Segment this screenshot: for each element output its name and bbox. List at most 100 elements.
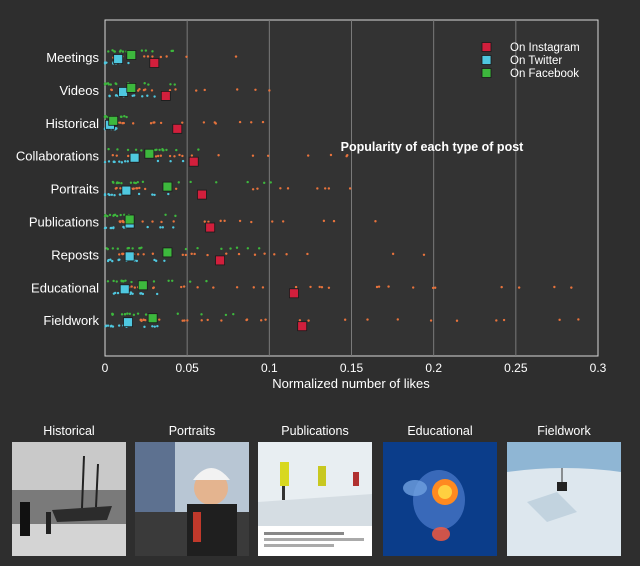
post-dot bbox=[273, 253, 276, 256]
post-dot bbox=[118, 258, 121, 261]
post-dot bbox=[109, 83, 112, 86]
post-dot bbox=[167, 279, 170, 282]
post-dot bbox=[147, 83, 150, 86]
mean-marker bbox=[162, 181, 173, 192]
post-dot bbox=[126, 160, 130, 163]
post-dot bbox=[119, 213, 122, 217]
post-dot bbox=[136, 89, 140, 92]
post-dot bbox=[263, 252, 266, 255]
post-dot bbox=[348, 187, 352, 190]
post-dot bbox=[141, 95, 144, 98]
post-dot bbox=[121, 122, 124, 125]
post-dot bbox=[123, 160, 127, 163]
post-dot bbox=[107, 147, 110, 151]
post-dot bbox=[118, 121, 122, 124]
post-dot bbox=[202, 121, 206, 124]
post-dot bbox=[151, 325, 154, 328]
post-dot bbox=[128, 312, 132, 316]
post-dot bbox=[141, 220, 144, 223]
post-dot bbox=[232, 312, 235, 316]
legend-swatch bbox=[481, 68, 492, 78]
gallery-caption: Historical bbox=[43, 424, 95, 438]
post-dot bbox=[186, 319, 189, 322]
post-dot bbox=[251, 154, 255, 157]
post-dot bbox=[134, 148, 138, 151]
post-dot bbox=[212, 286, 215, 289]
post-dot bbox=[120, 181, 123, 185]
post-dot bbox=[122, 280, 125, 283]
post-dot bbox=[159, 226, 162, 229]
post-dot bbox=[119, 220, 122, 224]
post-dot bbox=[183, 319, 186, 322]
post-dot bbox=[103, 193, 107, 197]
legend-swatch bbox=[481, 55, 492, 65]
post-dot bbox=[229, 247, 232, 250]
mean-marker bbox=[108, 115, 119, 126]
post-dot bbox=[142, 253, 145, 256]
post-dot bbox=[159, 154, 163, 157]
post-dot bbox=[250, 121, 253, 124]
post-dot bbox=[106, 247, 109, 251]
post-dot bbox=[169, 83, 172, 86]
post-dot bbox=[259, 319, 263, 322]
post-dot bbox=[111, 313, 115, 316]
post-dot bbox=[396, 318, 399, 321]
chart-title: Popularity of each type of post bbox=[341, 140, 524, 154]
post-dot bbox=[107, 160, 111, 163]
publication-tweet-photo bbox=[258, 442, 372, 556]
post-dot bbox=[375, 285, 379, 289]
post-dot bbox=[197, 148, 200, 151]
post-dot bbox=[103, 83, 107, 86]
post-dot bbox=[238, 219, 242, 223]
category-label: Meetings bbox=[46, 50, 99, 65]
post-dot bbox=[115, 280, 118, 283]
post-dot bbox=[175, 148, 178, 152]
post-dot bbox=[387, 285, 390, 288]
post-dot bbox=[113, 194, 116, 197]
x-tick-label: 0.1 bbox=[261, 361, 278, 375]
post-dot bbox=[190, 252, 193, 256]
post-dot bbox=[223, 219, 226, 223]
post-dot bbox=[111, 180, 115, 184]
post-dot bbox=[138, 186, 141, 190]
mean-marker bbox=[188, 156, 199, 167]
post-dot bbox=[120, 280, 123, 283]
mean-marker bbox=[126, 50, 137, 60]
post-dot bbox=[433, 286, 437, 289]
post-dot bbox=[178, 153, 181, 157]
post-dot bbox=[169, 160, 172, 163]
category-label: Publications bbox=[29, 215, 100, 230]
post-dot bbox=[171, 49, 175, 53]
post-dot bbox=[129, 292, 132, 296]
post-dot bbox=[196, 246, 199, 250]
post-dot bbox=[143, 187, 147, 191]
legend-swatch bbox=[481, 42, 492, 52]
post-dot bbox=[205, 279, 208, 283]
post-dot bbox=[294, 285, 298, 289]
post-dot bbox=[126, 312, 129, 315]
post-dot bbox=[113, 50, 116, 53]
x-axis-ticks: 0 0.05 0.1 0.15 0.2 0.25 0.3 bbox=[102, 361, 607, 375]
mean-marker bbox=[121, 185, 132, 196]
post-dot bbox=[172, 226, 175, 229]
post-dot bbox=[103, 226, 107, 230]
post-dot bbox=[254, 88, 257, 92]
post-dot bbox=[429, 319, 433, 322]
post-dot bbox=[133, 181, 136, 184]
post-dot bbox=[118, 160, 121, 163]
post-dot bbox=[143, 325, 146, 329]
post-dot bbox=[136, 312, 140, 315]
post-dot bbox=[151, 252, 155, 255]
post-dot bbox=[107, 50, 110, 53]
post-dot bbox=[112, 226, 115, 229]
post-dot bbox=[257, 247, 261, 250]
post-dot bbox=[225, 252, 228, 255]
post-dot bbox=[271, 220, 274, 223]
mean-marker bbox=[147, 313, 158, 324]
post-dot bbox=[213, 121, 216, 124]
post-dot bbox=[500, 285, 503, 289]
post-dot bbox=[517, 286, 521, 289]
gallery-item-portraits: Portraits bbox=[133, 420, 251, 556]
post-dot bbox=[110, 324, 113, 328]
post-dot bbox=[174, 187, 178, 190]
